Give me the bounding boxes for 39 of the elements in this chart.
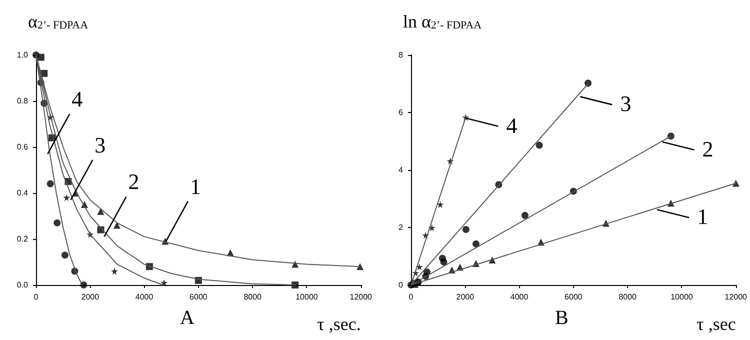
x-axis-title: τ ,sec. (317, 314, 361, 334)
annotation: 4 (72, 86, 83, 112)
annotation: 1 (190, 174, 201, 199)
text: A (180, 307, 195, 329)
y-tick-label: 0.4 (16, 188, 29, 198)
y-tick-label: 2 (398, 223, 404, 232)
y-tick-label: 6 (398, 108, 404, 117)
y-tick-label: 0.8 (16, 96, 29, 106)
annotation: 3 (620, 91, 632, 116)
x-tick-label: 4000 (510, 292, 529, 302)
text: B (555, 307, 568, 329)
y-tick-label: 0.2 (16, 234, 29, 244)
x-tick-label: 6000 (190, 292, 208, 302)
y-tick-label: 4 (398, 166, 404, 174)
x-tick-label: 8000 (244, 292, 262, 302)
x-tick-label: 0 (34, 292, 39, 302)
annotation: 2 (702, 136, 714, 162)
y-tick-label: 1.0 (16, 50, 29, 60)
y-axis-title: α2’- FDPAA (28, 12, 88, 32)
x-tick-label: 6000 (564, 292, 583, 302)
y-tick-label: 0.0 (16, 280, 29, 290)
annotation: 3 (94, 132, 106, 158)
x-tick-label: 12000 (350, 292, 373, 302)
annotation: 4 (506, 112, 518, 138)
x-tick-label: 2000 (456, 292, 475, 302)
x-tick-label: 0 (408, 292, 414, 302)
x-tick-label: 8000 (618, 292, 638, 302)
y-tick-label: 8 (398, 50, 404, 60)
y-tick-label: 0.6 (16, 142, 29, 152)
y-axis-title: ln α2’- FDPAA (403, 12, 482, 32)
annotation: 2 (128, 169, 140, 194)
x-tick-label: 2000 (81, 292, 100, 302)
x-tick-label: 10000 (670, 292, 694, 302)
y-tick-label: 0 (398, 280, 404, 290)
x-tick-label: 4000 (135, 292, 154, 302)
x-tick-label: 10000 (296, 292, 318, 302)
x-axis-title: τ ,sec (696, 314, 736, 334)
x-tick-label: 12000 (724, 292, 748, 302)
annotation: 1 (697, 204, 708, 230)
